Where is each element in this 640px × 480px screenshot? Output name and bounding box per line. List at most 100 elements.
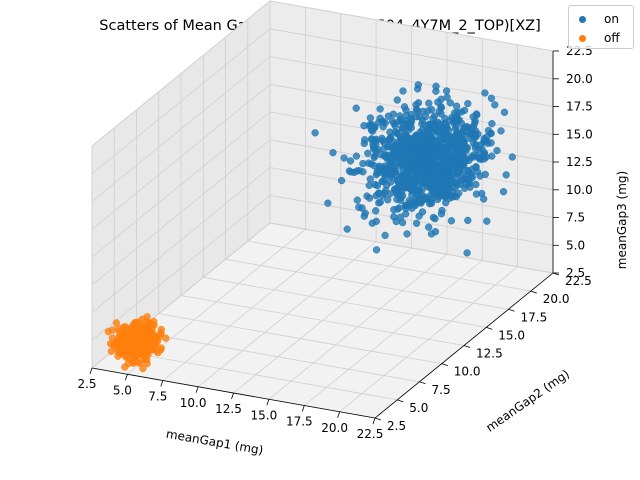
point-off bbox=[122, 353, 130, 361]
point-on bbox=[372, 246, 381, 254]
point-on bbox=[416, 152, 424, 160]
grid-line-y-floor bbox=[114, 349, 398, 401]
point-on bbox=[415, 191, 424, 200]
point-on bbox=[379, 177, 387, 186]
point-on bbox=[311, 129, 319, 137]
point-on bbox=[337, 176, 346, 185]
point-on bbox=[386, 190, 394, 198]
point-on bbox=[468, 172, 476, 180]
point-on bbox=[400, 103, 409, 111]
point-on bbox=[397, 153, 405, 161]
point-on bbox=[401, 131, 409, 139]
point-on bbox=[443, 93, 451, 101]
point-on bbox=[430, 143, 439, 151]
point-on bbox=[379, 117, 387, 126]
point-on bbox=[429, 121, 438, 129]
point-on bbox=[365, 194, 374, 202]
y-tick-label: 12.5 bbox=[476, 347, 503, 361]
point-on bbox=[404, 119, 413, 128]
point-on bbox=[429, 135, 437, 143]
point-off bbox=[119, 334, 127, 343]
point-off bbox=[162, 334, 170, 342]
point-on bbox=[384, 112, 393, 120]
point-on bbox=[412, 219, 421, 227]
point-on bbox=[425, 99, 433, 107]
z-tick-label: 2.5 bbox=[566, 266, 585, 280]
point-on bbox=[329, 149, 337, 157]
x-tick-label: 20.0 bbox=[321, 421, 348, 435]
scatter-points bbox=[104, 81, 516, 373]
point-on bbox=[399, 87, 407, 95]
point-on bbox=[369, 143, 378, 151]
point-on bbox=[436, 177, 445, 185]
point-on bbox=[418, 208, 427, 216]
point-on bbox=[472, 180, 480, 189]
point-on bbox=[405, 142, 414, 150]
grid-line-z-left bbox=[91, 28, 271, 175]
point-on bbox=[402, 172, 410, 181]
grid-line-y-floor bbox=[180, 295, 465, 346]
z-tick-label: 17.5 bbox=[566, 100, 593, 114]
point-off bbox=[143, 328, 151, 336]
y-tick-label: 7.5 bbox=[432, 383, 451, 397]
point-off bbox=[139, 364, 147, 373]
y-tick bbox=[397, 399, 404, 403]
point-on bbox=[452, 102, 461, 110]
point-on bbox=[399, 124, 407, 132]
point-off bbox=[112, 339, 120, 347]
point-on bbox=[446, 99, 454, 107]
x-tick bbox=[89, 367, 93, 375]
grid-line-z-left bbox=[91, 194, 271, 341]
point-on bbox=[352, 152, 361, 160]
point-on bbox=[441, 135, 449, 143]
point-on bbox=[385, 162, 394, 171]
point-on bbox=[475, 153, 484, 161]
point-on bbox=[355, 203, 363, 211]
point-on bbox=[502, 171, 510, 179]
point-on bbox=[459, 125, 468, 133]
point-on bbox=[414, 166, 422, 174]
point-on bbox=[471, 117, 479, 125]
x-tick bbox=[337, 411, 340, 418]
point-on bbox=[421, 180, 430, 188]
point-on bbox=[412, 101, 420, 109]
point-on bbox=[457, 108, 466, 116]
point-on bbox=[398, 138, 407, 146]
point-off bbox=[104, 328, 112, 336]
y-tick bbox=[463, 345, 471, 348]
point-on bbox=[352, 104, 360, 112]
axes-ticks: 2.5 5.0 7.5 10.0 12.5 15.0 17.5 20.0 22.52.55.07… bbox=[77, 44, 592, 441]
point-on bbox=[459, 137, 468, 145]
point-on bbox=[418, 120, 426, 128]
point-on bbox=[432, 82, 440, 90]
grid-line-z-back bbox=[269, 28, 554, 80]
point-on bbox=[454, 147, 462, 155]
y-tick bbox=[419, 381, 426, 385]
x-tick-label: 7.5 bbox=[148, 390, 167, 404]
x-tick bbox=[231, 392, 234, 400]
grid-line-z-left bbox=[91, 167, 271, 313]
point-on bbox=[391, 128, 399, 136]
point-on bbox=[355, 166, 363, 175]
x-tick-label: 5.0 bbox=[113, 383, 132, 397]
point-on bbox=[389, 150, 397, 159]
point-on bbox=[472, 163, 480, 172]
point-on bbox=[360, 139, 368, 148]
y-tick bbox=[374, 417, 382, 421]
point-on bbox=[395, 145, 403, 153]
point-on bbox=[449, 158, 457, 166]
point-on bbox=[390, 138, 398, 146]
point-on bbox=[427, 173, 435, 181]
point-on bbox=[467, 153, 475, 161]
y-tick-label: 10.0 bbox=[454, 365, 481, 379]
y-tick bbox=[441, 363, 448, 366]
x-tick bbox=[195, 386, 199, 393]
point-on bbox=[421, 146, 429, 155]
point-on bbox=[464, 216, 472, 225]
legend-label-on: on bbox=[604, 12, 619, 26]
y-tick-label: 2.5 bbox=[387, 419, 406, 433]
point-on bbox=[455, 116, 463, 124]
point-off bbox=[132, 345, 141, 353]
point-on bbox=[391, 167, 400, 176]
